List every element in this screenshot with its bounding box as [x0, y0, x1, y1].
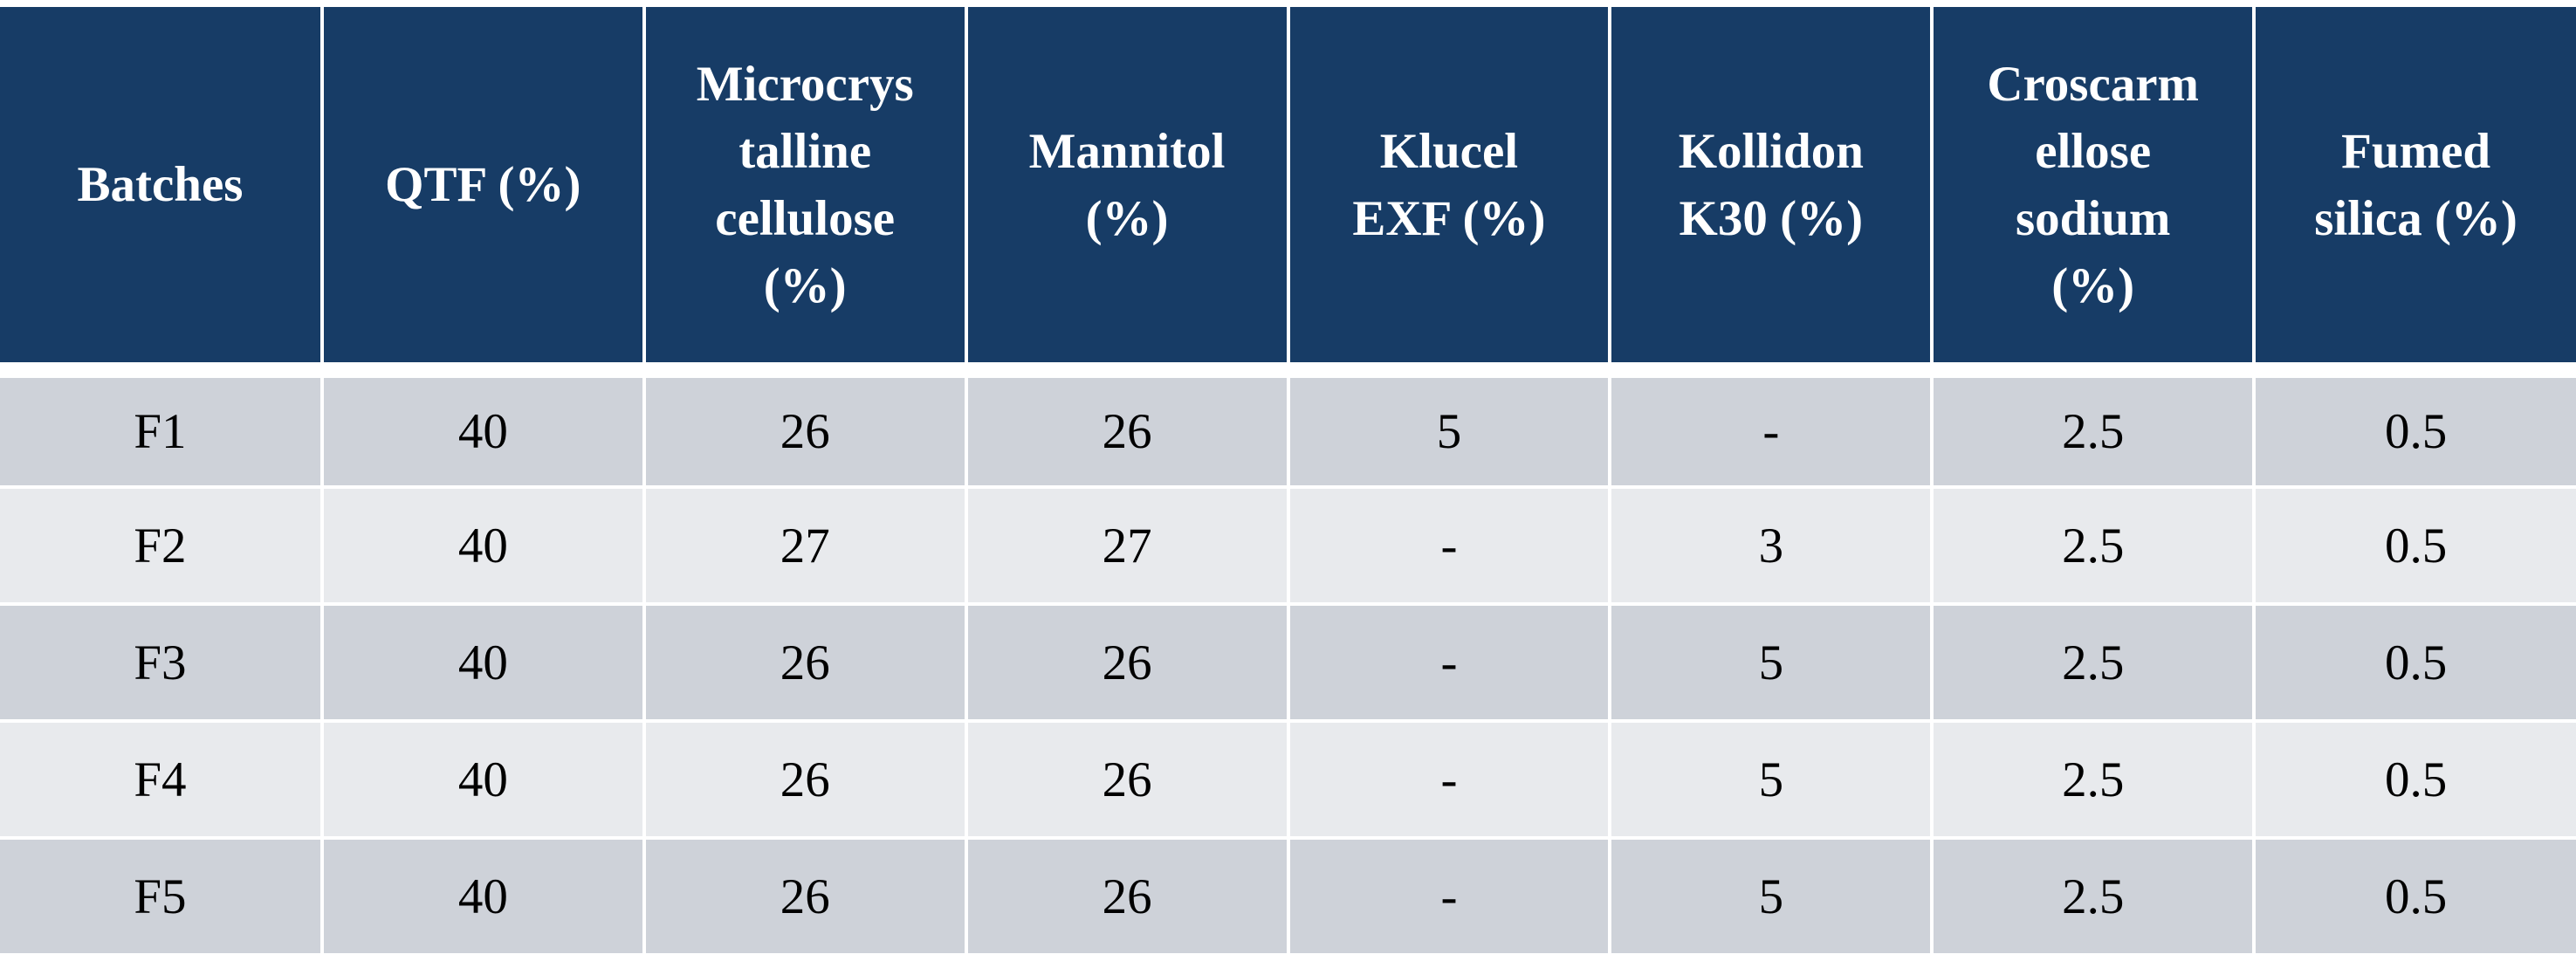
- table-cell: 5: [1608, 721, 1934, 840]
- table-cell: -: [1608, 370, 1934, 489]
- table-cell: 26: [642, 370, 968, 489]
- table-cell: 0.5: [2252, 604, 2576, 723]
- table-cell: -: [1286, 838, 1612, 957]
- table-cell: 0.5: [2252, 838, 2576, 957]
- table-cell: 40: [319, 838, 646, 957]
- header-qtf: QTF (%): [319, 0, 646, 378]
- table-cell: 5: [1286, 370, 1612, 489]
- header-croscarmellose-sodium: Croscarm ellose sodium (%): [1930, 0, 2257, 378]
- table-cell: F1: [0, 370, 324, 489]
- table-cell: -: [1286, 487, 1612, 606]
- table-cell: F3: [0, 604, 324, 723]
- table-cell: F4: [0, 721, 324, 840]
- table-cell: 27: [964, 487, 1290, 606]
- table-cell: 40: [319, 487, 646, 606]
- table-row: F4 40 26 26 - 5 2.5 0.5: [0, 721, 2576, 840]
- table-cell: 3: [1608, 487, 1934, 606]
- table-cell: 2.5: [1930, 721, 2257, 840]
- table-cell: 2.5: [1930, 838, 2257, 957]
- table-row: F5 40 26 26 - 5 2.5 0.5: [0, 838, 2576, 957]
- table-row: F1 40 26 26 5 - 2.5 0.5: [0, 370, 2576, 489]
- header-kollidon-k30: Kollidon K30 (%): [1608, 0, 1934, 378]
- table-cell: 0.5: [2252, 370, 2576, 489]
- table-cell: 26: [642, 838, 968, 957]
- table-header: Batches QTF (%) Microcrys talline cellul…: [0, 0, 2576, 378]
- header-microcrystalline-cellulose: Microcrys talline cellulose (%): [642, 0, 968, 378]
- header-mannitol: Mannitol (%): [964, 0, 1290, 378]
- table-row: F2 40 27 27 - 3 2.5 0.5: [0, 487, 2576, 606]
- header-klucel-exf: Klucel EXF (%): [1286, 0, 1612, 378]
- header-fumed-silica: Fumed silica (%): [2252, 0, 2576, 378]
- table-cell: 0.5: [2252, 721, 2576, 840]
- table-cell: 2.5: [1930, 604, 2257, 723]
- table-cell: 2.5: [1930, 370, 2257, 489]
- table-cell: 0.5: [2252, 487, 2576, 606]
- table-cell: 40: [319, 721, 646, 840]
- header-row: Batches QTF (%) Microcrys talline cellul…: [0, 0, 2576, 378]
- table-cell: -: [1286, 721, 1612, 840]
- table-cell: -: [1286, 604, 1612, 723]
- table-cell: 26: [642, 721, 968, 840]
- table-body: F1 40 26 26 5 - 2.5 0.5 F2 40 27 27 - 3 …: [0, 370, 2576, 957]
- table-cell: F5: [0, 838, 324, 957]
- table-cell: 26: [964, 838, 1290, 957]
- table-cell: 5: [1608, 838, 1934, 957]
- table-cell: 26: [642, 604, 968, 723]
- table-cell: 27: [642, 487, 968, 606]
- table-cell: F2: [0, 487, 324, 606]
- table-cell: 2.5: [1930, 487, 2257, 606]
- table-cell: 40: [319, 370, 646, 489]
- table-cell: 26: [964, 721, 1290, 840]
- table-cell: 5: [1608, 604, 1934, 723]
- table-cell: 26: [964, 604, 1290, 723]
- table-row: F3 40 26 26 - 5 2.5 0.5: [0, 604, 2576, 723]
- header-batches: Batches: [0, 0, 324, 378]
- table-cell: 40: [319, 604, 646, 723]
- table-cell: 26: [964, 370, 1290, 489]
